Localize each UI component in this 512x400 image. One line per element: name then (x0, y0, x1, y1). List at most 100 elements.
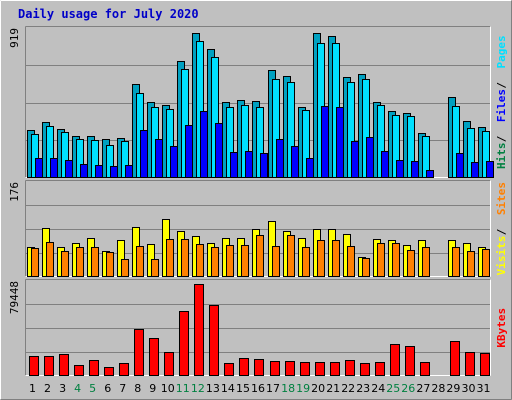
x-tick-day-8: 8 (134, 382, 141, 395)
bar-kbytes-day-23 (360, 363, 370, 376)
bar-kbytes-day-15 (239, 358, 249, 376)
bar-pages-day-18 (291, 146, 299, 178)
x-tick-day-23: 23 (356, 382, 370, 395)
x-tick-day-3: 3 (59, 382, 66, 395)
legend-separator: / (495, 228, 508, 235)
bar-pages-day-26 (411, 161, 419, 178)
bar-sites-day-14 (226, 245, 234, 277)
bar-kbytes-day-24 (375, 362, 385, 376)
y-axis-max-label: 176 (8, 182, 21, 202)
panel-kbytes: 79448 KBytes (8, 279, 508, 376)
bar-pages-day-29 (456, 153, 464, 178)
bar-kbytes-day-5 (89, 360, 99, 376)
bar-pages-day-16 (260, 153, 268, 178)
bar-kbytes-day-30 (465, 352, 475, 376)
bar-pages-day-30 (471, 162, 479, 178)
legend-kbytes: KBytes (495, 308, 508, 348)
x-axis-ticks: 1 2 3 4 5 6 7 8 9 10 11 12 13 14 15 16 17 18 19 20 21 22 23 24 2… (29, 382, 491, 395)
bar-pages-day-7 (125, 165, 133, 178)
bar-sites-day-31 (482, 249, 490, 277)
bar-kbytes-day-2 (44, 356, 54, 376)
x-tick-day-16: 16 (251, 382, 265, 395)
bar-pages-day-11 (185, 125, 193, 178)
bar-sites-day-9 (151, 259, 159, 277)
bar-kbytes-day-19 (300, 362, 310, 376)
bar-sites-day-16 (256, 235, 264, 277)
x-tick-day-27: 27 (416, 382, 430, 395)
legend-hits: Hits / Files / Pages (495, 35, 508, 169)
bar-kbytes-day-3 (59, 354, 69, 376)
legend-label-kbytes: KBytes (495, 308, 508, 348)
bar-sites-day-22 (347, 246, 355, 277)
bar-sites-day-5 (91, 247, 99, 277)
bar-sites-day-3 (61, 251, 69, 277)
x-tick-day-30: 30 (462, 382, 476, 395)
legend-separator: / (495, 135, 508, 142)
bar-kbytes-day-10 (164, 352, 174, 376)
bar-kbytes-day-9 (149, 338, 159, 376)
bar-pages-day-23 (366, 137, 374, 178)
panel-hits: 919 Hits / Files / Pages (8, 26, 508, 178)
legend-label-visits: Visits (495, 236, 508, 276)
x-tick-day-18: 18 (281, 382, 295, 395)
bar-pages-day-17 (276, 139, 284, 178)
x-tick-day-20: 20 (311, 382, 325, 395)
x-tick-day-2: 2 (44, 382, 51, 395)
x-tick-day-6: 6 (104, 382, 111, 395)
bar-sites-day-23 (362, 258, 370, 277)
x-tick-day-29: 29 (446, 382, 460, 395)
x-tick-day-26: 26 (401, 382, 415, 395)
bar-sites-day-4 (76, 247, 84, 277)
x-tick-day-28: 28 (431, 382, 445, 395)
bar-kbytes-day-31 (480, 353, 490, 376)
bar-pages-day-25 (396, 160, 404, 178)
bar-pages-day-24 (381, 151, 389, 178)
bar-sites-day-18 (287, 235, 295, 277)
y-axis-max-label: 919 (8, 28, 21, 48)
x-tick-day-4: 4 (74, 382, 81, 395)
bar-pages-day-2 (50, 158, 58, 178)
bar-pages-day-14 (230, 152, 238, 178)
bar-pages-day-8 (140, 130, 148, 178)
bar-kbytes-day-17 (270, 361, 280, 376)
chart-title: Daily usage for July 2020 (18, 7, 199, 21)
bar-sites-day-26 (407, 250, 415, 277)
bar-pages-day-5 (95, 165, 103, 178)
y-axis-max-label: 79448 (8, 281, 21, 314)
bar-pages-day-22 (351, 141, 359, 178)
bar-kbytes-day-16 (254, 359, 264, 376)
x-tick-day-14: 14 (221, 382, 235, 395)
bar-kbytes-day-22 (345, 360, 355, 376)
x-tick-day-31: 31 (477, 382, 491, 395)
bar-pages-day-4 (80, 164, 88, 178)
bar-sites-day-15 (241, 245, 249, 277)
x-tick-day-7: 7 (119, 382, 126, 395)
x-tick-day-9: 9 (149, 382, 156, 395)
bar-kbytes-day-26 (405, 346, 415, 376)
x-tick-day-1: 1 (29, 382, 36, 395)
bar-sites-day-24 (377, 243, 385, 277)
bar-pages-day-19 (306, 158, 314, 178)
bar-sites-day-2 (46, 242, 54, 277)
bar-sites-day-19 (302, 247, 310, 277)
bar-kbytes-day-20 (315, 362, 325, 376)
x-tick-day-13: 13 (206, 382, 220, 395)
bar-sites-day-8 (136, 246, 144, 277)
bar-sites-day-29 (452, 247, 460, 277)
chart-panels: 919 Hits / Files / Pages 176 Visits / Sites… (8, 26, 508, 376)
bar-sites-day-21 (332, 240, 340, 277)
bar-kbytes-day-7 (119, 363, 129, 376)
legend-label-pages: Pages (495, 35, 508, 68)
panel-visits: 176 Visits / Sites (8, 180, 508, 277)
bar-sites-day-17 (272, 246, 280, 277)
bar-kbytes-day-29 (450, 341, 460, 376)
bar-pages-day-13 (215, 123, 223, 178)
bar-kbytes-day-12 (194, 284, 204, 376)
bar-pages-day-9 (155, 139, 163, 178)
legend-label-hits: Hits (495, 143, 508, 170)
bar-sites-day-1 (31, 248, 39, 277)
bar-sites-day-20 (317, 240, 325, 277)
bar-sites-day-11 (181, 239, 189, 277)
x-tick-day-24: 24 (371, 382, 385, 395)
legend-label-files: Files (495, 89, 508, 122)
